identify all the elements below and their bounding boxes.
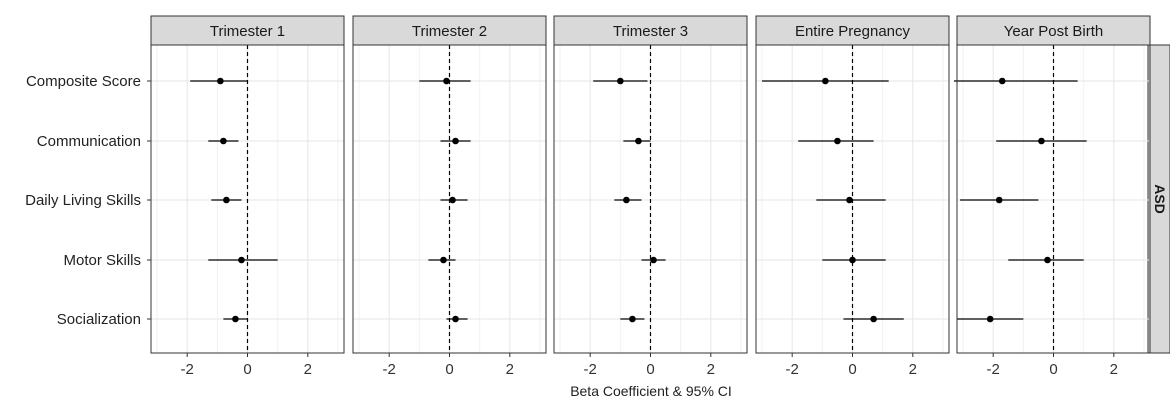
point-estimate xyxy=(238,256,245,264)
facet-strip-label: Trimester 2 xyxy=(412,23,487,40)
x-tick-label: 2 xyxy=(909,361,917,378)
point-estimate xyxy=(635,137,642,145)
x-tick-label: 2 xyxy=(506,361,514,378)
facet-panel: Entire Pregnancy -2 0 2 xyxy=(755,15,950,378)
point-estimate xyxy=(1044,256,1051,264)
y-tick-label: Daily Living Skills xyxy=(25,192,141,209)
row-strip-label: ASD xyxy=(1152,184,1168,214)
x-tick-label: 0 xyxy=(848,361,856,378)
facet-strip xyxy=(352,15,547,46)
x-tick-label: -2 xyxy=(181,361,194,378)
point-estimate xyxy=(849,256,856,264)
point-estimate xyxy=(650,256,657,264)
x-axis-title: Beta Coefficient & 95% CI xyxy=(570,383,732,399)
y-tick-label: Communication xyxy=(37,133,141,150)
facet-panel: Year Post Birth -2 0 2 xyxy=(953,15,1151,378)
facet-panel: Trimester 2 -2 0 2 xyxy=(352,15,547,378)
point-estimate xyxy=(220,137,227,145)
point-estimate xyxy=(822,77,829,85)
point-estimate xyxy=(870,315,877,323)
point-estimate xyxy=(449,196,456,204)
point-estimate xyxy=(443,77,450,85)
point-estimate xyxy=(223,196,230,204)
x-tick-label: 0 xyxy=(1049,361,1057,378)
facet-strip xyxy=(150,15,345,46)
x-tick-label: 2 xyxy=(1110,361,1118,378)
y-tick-label: Composite Score xyxy=(26,73,141,90)
facet-strip-label: Trimester 1 xyxy=(210,23,285,40)
point-estimate xyxy=(986,315,994,323)
facet-strip-label: Trimester 3 xyxy=(613,23,688,40)
point-estimate xyxy=(452,315,459,323)
facet-strip-label: Entire Pregnancy xyxy=(795,23,911,40)
facet-panel: Trimester 1 -2 0 2 xyxy=(150,15,345,378)
point-estimate xyxy=(617,77,624,85)
y-tick-label: Socialization xyxy=(57,311,141,328)
x-tick-label: 0 xyxy=(445,361,453,378)
x-tick-label: -2 xyxy=(584,361,597,378)
x-tick-label: -2 xyxy=(987,361,1000,378)
facet-strip-label: Year Post Birth xyxy=(1004,23,1104,40)
y-tick-label: Motor Skills xyxy=(63,252,141,269)
facet-strip xyxy=(553,15,748,46)
x-tick-label: 2 xyxy=(707,361,715,378)
row-strip xyxy=(1147,44,1170,354)
point-estimate xyxy=(998,77,1006,85)
facet-strip xyxy=(755,15,950,46)
point-estimate xyxy=(452,137,459,145)
point-estimate xyxy=(846,196,853,204)
x-tick-label: -2 xyxy=(383,361,396,378)
point-estimate xyxy=(232,315,239,323)
x-tick-label: -2 xyxy=(786,361,799,378)
facet-strip xyxy=(956,15,1151,46)
point-estimate xyxy=(217,77,224,85)
x-tick-label: 0 xyxy=(243,361,251,378)
point-estimate xyxy=(995,196,1003,204)
facet-panel: Trimester 3 -2 0 2 xyxy=(553,15,748,378)
point-estimate xyxy=(623,196,630,204)
point-estimate xyxy=(629,315,636,323)
x-tick-label: 0 xyxy=(646,361,654,378)
x-tick-label: 2 xyxy=(304,361,312,378)
point-estimate xyxy=(440,256,447,264)
point-estimate xyxy=(834,137,841,145)
point-estimate xyxy=(1038,137,1045,145)
